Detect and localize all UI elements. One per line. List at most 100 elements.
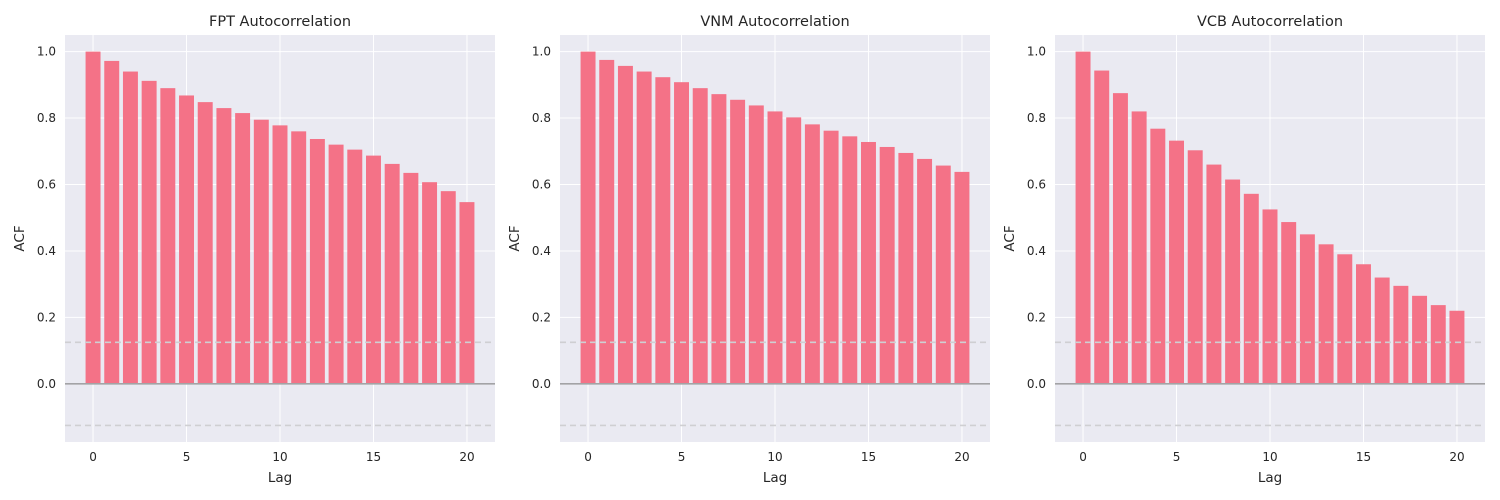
acf-bar-lag-2	[1112, 93, 1128, 384]
acf-bar-lag-14	[842, 136, 858, 384]
acf-bar-lag-9	[1243, 193, 1259, 384]
x-tick-label: 15	[861, 450, 876, 464]
acf-bar-lag-17	[403, 172, 419, 384]
acf-bar-lag-5	[1169, 140, 1184, 384]
x-axis-label: Lag	[1258, 470, 1282, 486]
y-tick-label: 0.8	[1027, 111, 1046, 125]
y-tick-label: 0.6	[1027, 178, 1046, 192]
x-axis-label: Lag	[763, 470, 787, 486]
acf-bar-lag-18	[422, 182, 438, 384]
acf-bar-lag-8	[1225, 179, 1241, 384]
acf-bar-lag-9	[253, 119, 269, 384]
acf-bar-lag-16	[384, 163, 400, 384]
x-tick-label: 10	[767, 450, 782, 464]
x-tick-label: 5	[1173, 450, 1181, 464]
acf-bar-lag-15	[366, 155, 381, 384]
acf-bar-lag-13	[328, 144, 344, 384]
acf-bar-lag-3	[1131, 111, 1147, 384]
acf-bar-lag-20	[954, 171, 970, 384]
acf-bar-lag-7	[711, 94, 727, 384]
acf-bar-lag-11	[1281, 222, 1297, 384]
acf-bar-lag-15	[1356, 264, 1371, 384]
y-axis-label: ACF	[1002, 225, 1018, 251]
x-tick-label: 20	[954, 450, 969, 464]
acf-bar-lag-2	[122, 71, 138, 384]
y-tick-label: 0.8	[37, 111, 56, 125]
acf-bar-lag-5	[674, 82, 689, 384]
y-axis-label: ACF	[507, 225, 523, 251]
acf-bar-lag-4	[1150, 128, 1166, 384]
y-tick-label: 1.0	[532, 45, 551, 59]
y-tick-label: 0.4	[37, 244, 56, 258]
x-tick-label: 0	[584, 450, 592, 464]
acf-chart-1: FPT Autocorrelation 0 5 10 15 20 0.0 0.2 0.4 0.6 0…	[12, 14, 495, 486]
x-axis-label: Lag	[268, 470, 292, 486]
acf-bar-lag-17	[898, 152, 914, 384]
x-tick-label: 20	[1449, 450, 1464, 464]
y-axis-label: ACF	[12, 225, 28, 251]
acf-bar-lag-7	[216, 108, 232, 384]
acf-bar-lag-3	[141, 80, 157, 384]
y-tick-label: 0.4	[532, 244, 551, 258]
acf-chart-3: VCB Autocorrelation 0 5 10 15 20 0.0 0.2 0.4 0.6 0…	[1002, 14, 1485, 486]
chart-title: VCB Autocorrelation	[1197, 14, 1343, 30]
acf-bar-lag-1	[599, 59, 615, 384]
y-tick-label: 0.2	[37, 310, 56, 324]
acf-bar-lag-12	[309, 138, 325, 384]
y-tick-label: 0.2	[532, 310, 551, 324]
acf-bar-lag-1	[104, 60, 120, 384]
acf-bar-lag-9	[748, 105, 764, 384]
acf-bar-lag-16	[1374, 277, 1390, 384]
x-tick-label: 0	[1079, 450, 1087, 464]
y-tick-label: 0.0	[1027, 377, 1046, 391]
chart-title: VNM Autocorrelation	[700, 14, 849, 30]
acf-bar-lag-4	[160, 88, 176, 384]
y-tick-label: 1.0	[1027, 45, 1046, 59]
acf-bar-lag-5	[179, 95, 194, 384]
acf-bar-lag-6	[692, 88, 708, 384]
acf-bar-lag-14	[1337, 254, 1353, 384]
acf-bar-lag-15	[861, 141, 876, 384]
acf-bar-lag-0	[580, 51, 596, 384]
y-tick-label: 0.0	[532, 377, 551, 391]
acf-bar-lag-19	[935, 165, 951, 384]
acf-bar-lag-13	[823, 130, 839, 384]
acf-bar-lag-14	[347, 149, 363, 384]
acf-bar-lag-11	[291, 131, 307, 384]
acf-bar-lag-10	[767, 111, 783, 384]
x-tick-label: 10	[1262, 450, 1277, 464]
y-tick-label: 0.8	[532, 111, 551, 125]
acf-bar-lag-8	[235, 113, 251, 384]
x-tick-label: 15	[1356, 450, 1371, 464]
acf-bar-lag-6	[197, 102, 213, 384]
y-tick-label: 0.2	[1027, 310, 1046, 324]
acf-bar-lag-4	[655, 77, 671, 384]
acf-bar-lag-8	[730, 99, 746, 384]
acf-bar-lag-18	[1412, 295, 1428, 384]
acf-bar-lag-18	[917, 158, 933, 384]
x-tick-label: 20	[459, 450, 474, 464]
acf-bar-lag-17	[1393, 285, 1409, 384]
acf-bar-lag-19	[1430, 305, 1446, 384]
acf-bar-lag-6	[1187, 150, 1203, 384]
chart-title: FPT Autocorrelation	[209, 14, 351, 30]
acf-bar-lag-19	[440, 191, 456, 384]
acf-chart-2: VNM Autocorrelation 0 5 10 15 20 0.0 0.2 0.4 0.6 0…	[507, 14, 990, 486]
acf-bar-lag-20	[459, 202, 475, 384]
acf-bar-lag-2	[617, 65, 633, 384]
acf-bar-lag-10	[272, 125, 288, 384]
acf-bar-lag-11	[786, 117, 802, 384]
acf-bar-lag-0	[1075, 51, 1091, 384]
acf-bar-lag-12	[1299, 234, 1315, 384]
y-tick-label: 1.0	[37, 45, 56, 59]
x-tick-label: 5	[183, 450, 191, 464]
x-tick-label: 5	[678, 450, 686, 464]
acf-bar-lag-12	[804, 124, 820, 384]
acf-bar-lag-0	[85, 51, 101, 384]
acf-bar-lag-20	[1449, 310, 1465, 384]
acf-bar-lag-7	[1206, 164, 1222, 384]
y-tick-label: 0.4	[1027, 244, 1046, 258]
x-tick-label: 0	[89, 450, 97, 464]
acf-bar-lag-1	[1094, 70, 1110, 384]
